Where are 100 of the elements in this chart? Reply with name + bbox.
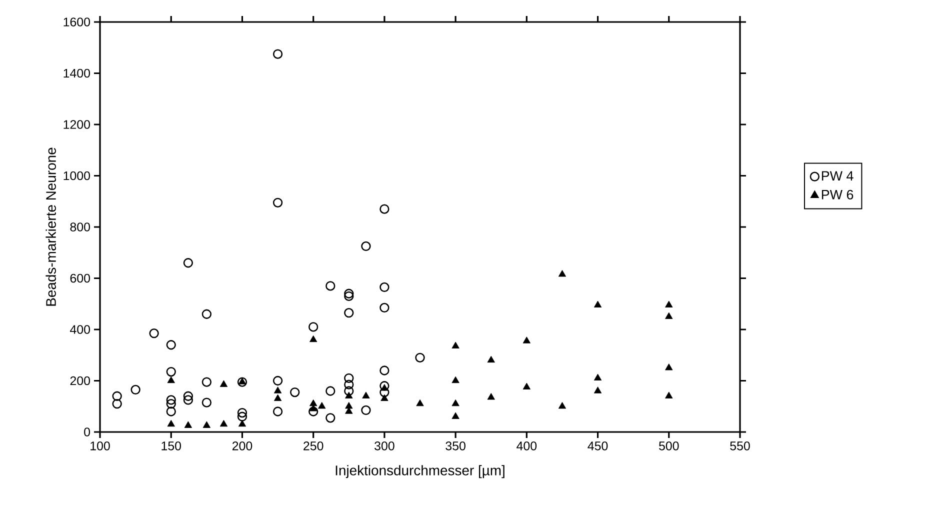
x-tick-label: 300 — [374, 442, 394, 450]
point — [310, 399, 318, 406]
point — [665, 312, 673, 319]
point — [416, 399, 424, 406]
point — [380, 282, 390, 292]
legend-label: PW 4 — [822, 171, 854, 180]
y-tick-label: 1600 — [64, 18, 90, 26]
point — [380, 384, 388, 391]
point — [274, 394, 282, 401]
point — [272, 406, 283, 416]
point — [220, 380, 228, 387]
point — [558, 402, 566, 409]
point — [326, 413, 336, 423]
point — [166, 406, 176, 416]
point — [166, 398, 176, 409]
point — [362, 392, 370, 398]
point — [594, 386, 602, 394]
point — [274, 386, 282, 394]
point — [487, 356, 495, 363]
point — [184, 421, 192, 428]
point — [345, 402, 353, 409]
point — [272, 198, 283, 208]
point — [183, 258, 194, 268]
point — [112, 398, 122, 409]
point — [665, 392, 673, 398]
point — [238, 378, 246, 384]
point — [318, 402, 326, 409]
point — [345, 392, 353, 398]
point — [183, 391, 194, 401]
point — [344, 373, 354, 384]
point — [452, 376, 460, 384]
point — [326, 386, 336, 396]
x-tick-label: 150 — [162, 442, 182, 450]
point — [665, 300, 673, 308]
x-tick-label: 100 — [90, 442, 110, 450]
point — [361, 241, 371, 252]
point — [361, 405, 371, 416]
point — [166, 366, 176, 377]
x-tick-label: 350 — [446, 442, 466, 450]
point — [558, 270, 566, 277]
point — [130, 384, 140, 395]
y-tick-label: 600 — [70, 274, 90, 283]
point — [237, 408, 248, 418]
point — [594, 300, 602, 308]
x-tick-label: 450 — [588, 442, 608, 450]
point — [344, 386, 354, 396]
point — [380, 366, 390, 376]
x-tick-label: 550 — [730, 442, 750, 450]
x-tick-label: 400 — [516, 442, 537, 450]
point — [220, 420, 228, 427]
point — [202, 309, 212, 319]
point — [344, 291, 354, 302]
point — [310, 404, 318, 412]
point — [326, 281, 336, 291]
y-tick-label: 0 — [84, 428, 90, 436]
point — [380, 394, 388, 401]
point — [380, 387, 390, 398]
point — [380, 381, 390, 391]
point — [452, 412, 460, 419]
point — [112, 391, 122, 401]
point — [344, 288, 354, 298]
point — [452, 399, 460, 406]
point — [452, 342, 460, 348]
x-tick-label: 500 — [659, 442, 679, 450]
point — [594, 374, 602, 380]
point — [308, 322, 318, 332]
point — [183, 395, 194, 405]
point — [487, 393, 495, 400]
y-tick-label: 200 — [70, 376, 90, 386]
point — [167, 420, 175, 427]
point — [344, 380, 354, 390]
point — [665, 364, 673, 370]
point — [522, 336, 530, 344]
legend-label: PW 6 — [822, 190, 854, 200]
point — [202, 398, 212, 408]
point — [167, 376, 175, 384]
y-tick-label: 400 — [70, 325, 90, 334]
x-tick-label: 250 — [304, 442, 324, 450]
point — [238, 420, 246, 427]
x-axis-title: Injektionsdurchmesser [µm] — [336, 465, 504, 478]
y-tick-label: 1200 — [64, 120, 90, 129]
point — [237, 377, 248, 387]
point — [202, 377, 212, 387]
point — [310, 335, 318, 342]
point — [237, 412, 248, 422]
point — [380, 302, 390, 313]
point — [308, 406, 318, 416]
point — [290, 387, 300, 398]
point — [166, 395, 176, 405]
point — [415, 352, 425, 363]
point — [149, 328, 159, 338]
point — [166, 340, 176, 350]
y-tick-label: 1400 — [64, 68, 90, 78]
point — [272, 376, 283, 386]
point — [344, 308, 354, 318]
point — [522, 382, 530, 390]
point — [380, 204, 390, 214]
point — [202, 421, 210, 428]
y-axis-title: Beads-markierte Neurone — [46, 148, 56, 306]
x-tick-label: 200 — [232, 442, 252, 450]
